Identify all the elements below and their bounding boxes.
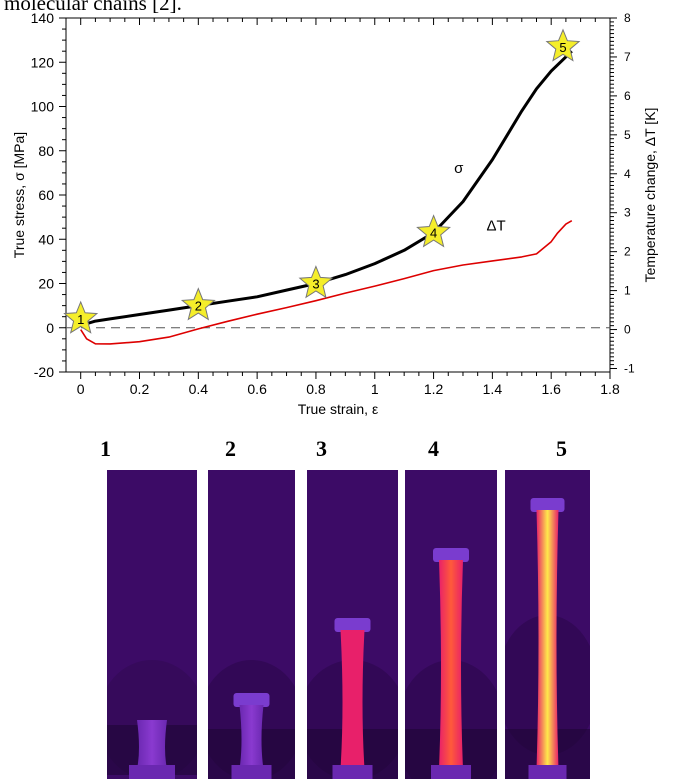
star-marker-1: [63, 300, 99, 334]
thermal-image-4: [405, 470, 497, 779]
y-right-tick-label: 3: [624, 206, 631, 220]
plot-frame: [65, 17, 611, 373]
y-axis-label: True stress, σ [MPa]: [11, 132, 27, 258]
y-tick-label: 40: [38, 231, 54, 247]
x-axis-label: True strain, ε: [298, 401, 378, 417]
star-marker-label: 3: [312, 277, 319, 292]
panel-label-5: 5: [556, 436, 567, 461]
y-right-tick-label: 0: [624, 323, 631, 337]
panel-label-4: 4: [428, 436, 439, 461]
y-right-axis-label: Temperature change, ΔT [K]: [642, 108, 658, 283]
stress-series-label: σ: [454, 160, 464, 177]
y-tick-label: 20: [38, 276, 54, 292]
thermal-image-3: [307, 470, 398, 779]
x-tick-label: 0.4: [189, 381, 209, 397]
y-right-tick-label: 1: [624, 284, 631, 298]
x-tick-label: 1.8: [600, 381, 620, 397]
y-right-tick-label: 5: [624, 128, 631, 142]
y-right-tick-label: 2: [624, 245, 631, 259]
y-tick-label: 0: [46, 320, 54, 336]
x-tick-label: 0.2: [130, 381, 150, 397]
panel-label-3: 3: [316, 436, 327, 461]
series-line-temperature: [80, 220, 573, 345]
y-tick-label: 60: [38, 187, 54, 203]
x-tick-label: 1.2: [424, 381, 444, 397]
star-marker-3: [298, 265, 334, 299]
y-right-tick-label: 8: [624, 11, 631, 25]
x-tick-label: 0.6: [247, 381, 267, 397]
thermal-image-2: [208, 470, 295, 779]
y-right-tick-label: -1: [624, 361, 635, 375]
star-marker-4: [416, 214, 451, 248]
y-tick-label: 120: [31, 54, 55, 70]
x-tick-label: 1: [371, 381, 379, 397]
y-right-tick-label: 7: [624, 50, 631, 64]
series-line-stress: [80, 50, 573, 327]
star-marker-label: 1: [77, 312, 84, 327]
y-tick-label: 80: [38, 143, 54, 159]
temperature-series-label: ΔT: [486, 217, 505, 234]
x-tick-label: 0.8: [306, 381, 326, 397]
y-tick-label: -20: [34, 364, 54, 380]
x-tick-label: 0: [77, 381, 85, 397]
star-marker-2: [180, 287, 216, 321]
y-right-tick-label: 6: [624, 89, 631, 103]
x-tick-label: 1.6: [541, 381, 561, 397]
star-marker-label: 5: [559, 40, 566, 55]
star-marker-label: 2: [195, 299, 202, 314]
star-marker-5: [545, 28, 581, 62]
thermal-image-1: [107, 470, 197, 779]
panel-label-1: 1: [100, 436, 111, 461]
y-tick-label: 140: [31, 10, 55, 26]
panel-label-2: 2: [225, 436, 236, 461]
header-text: molecular chains [2].: [4, 0, 182, 15]
y-right-tick-label: 4: [624, 167, 631, 181]
x-tick-label: 1.4: [483, 381, 503, 397]
thermal-image-5: [505, 470, 590, 779]
y-tick-label: 100: [31, 99, 55, 115]
star-marker-label: 4: [430, 226, 437, 241]
